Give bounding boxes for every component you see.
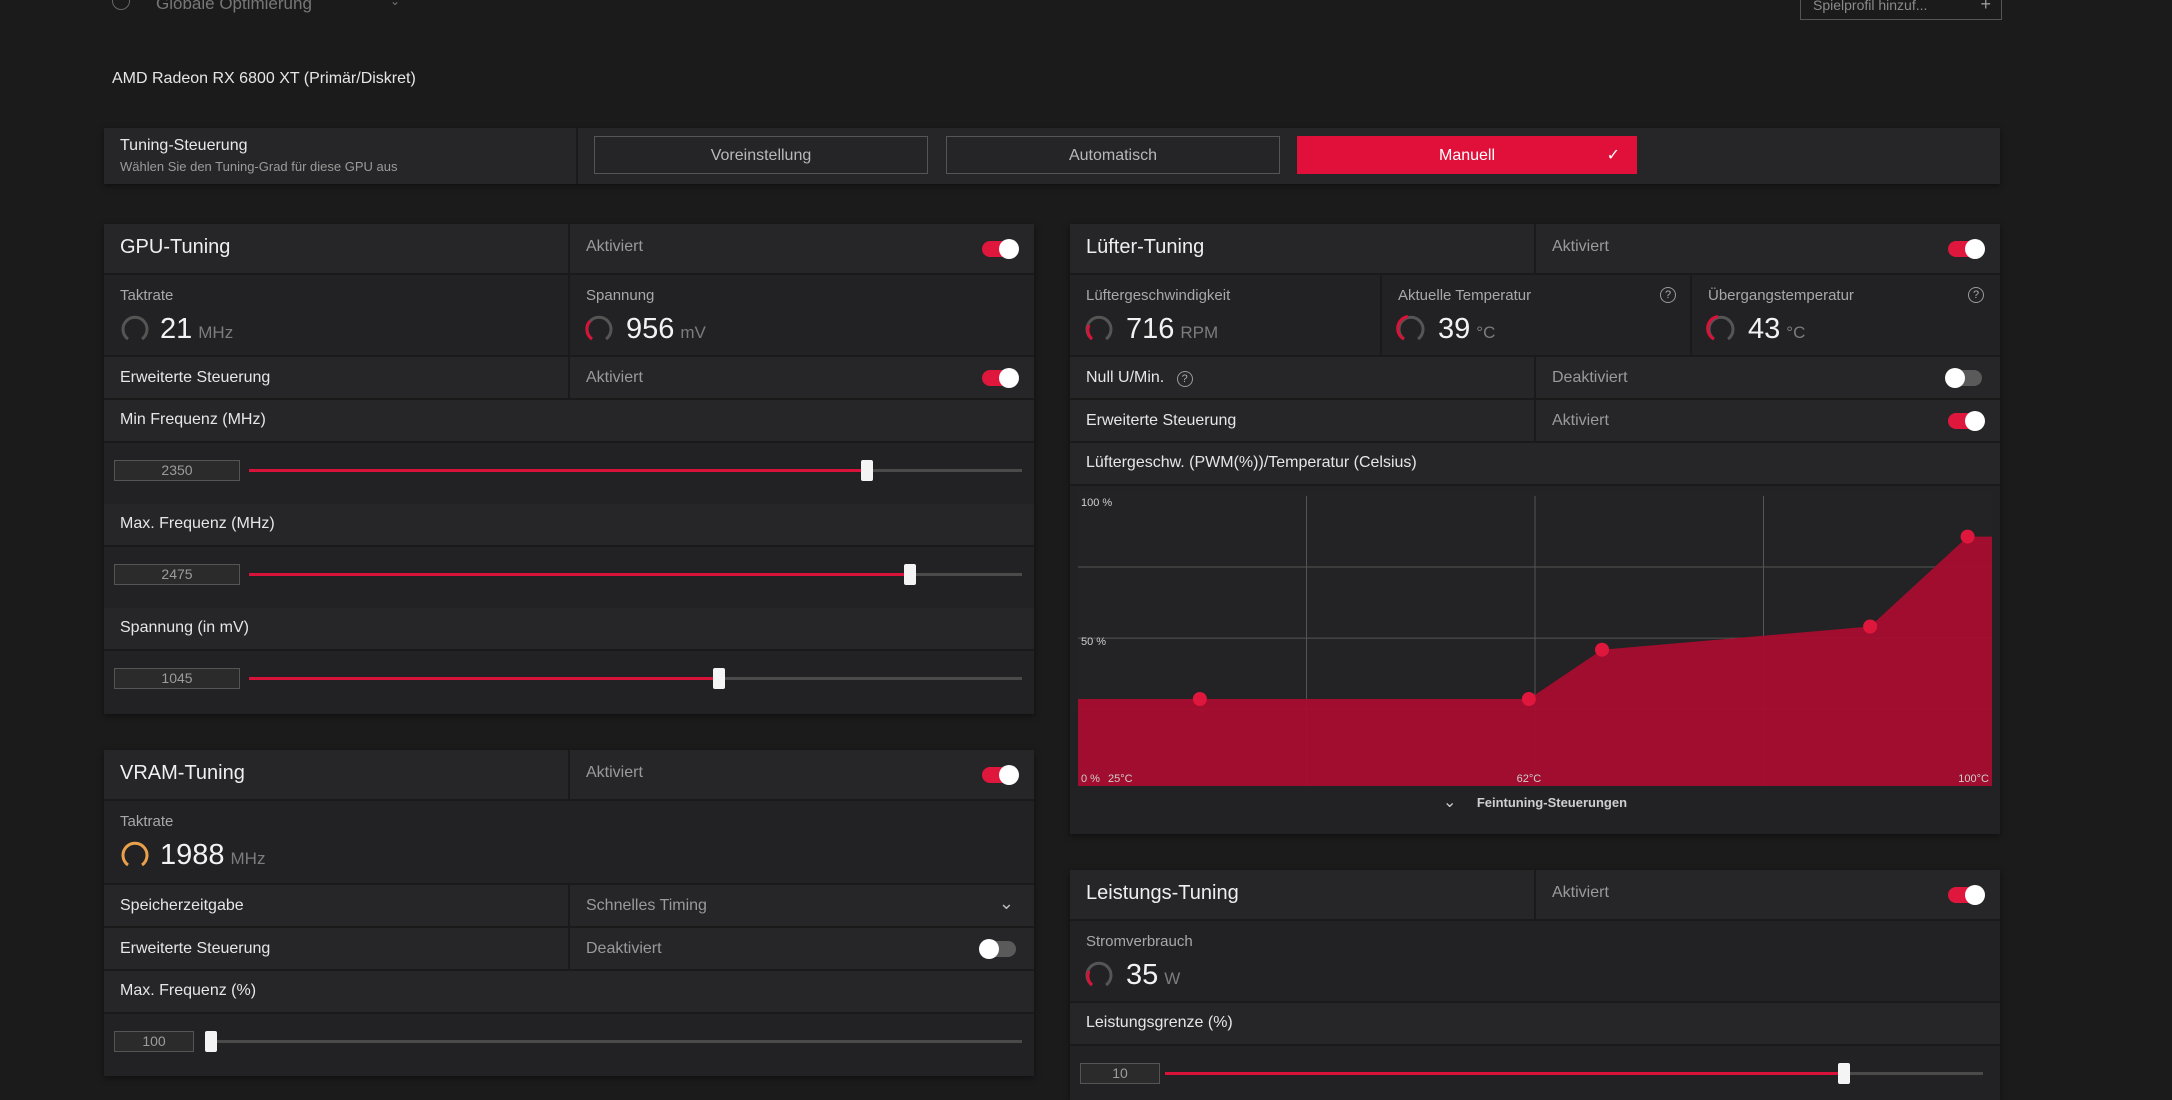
vram-clock-gauge-icon [121,841,149,867]
y-tick-label: 0 % [1081,773,1100,785]
curve-point [1192,692,1207,706]
preset-button[interactable]: Voreinstellung [594,136,928,174]
power-gauge-icon [1085,961,1113,987]
vram-clock-value: 1988 [160,839,225,871]
tuning-control-panel: Tuning-Steuerung Wählen Sie den Tuning-G… [104,128,2000,184]
fan-speed-value: 716 [1126,313,1175,345]
automatic-button[interactable]: Automatisch [946,136,1280,174]
curve-point [1960,529,1975,544]
junction-temp-gauge-icon [1706,315,1735,341]
y-tick-label: 50 % [1081,636,1106,648]
fan-advanced-toggle[interactable] [1948,411,1985,431]
max-frequency-label: Max. Frequenz (MHz) [120,515,275,532]
fan-curve-area [1078,536,1992,786]
vram-advanced-toggle[interactable] [979,939,1016,959]
fan-curve-chart[interactable]: 100 % 50 % 0 % 25°C 62°C 100°C [1078,490,1992,786]
help-icon[interactable]: ? [1176,371,1193,387]
vram-clock-label: Taktrate [120,813,174,830]
junction-temp-label: Übergangstemperatur [1708,287,1854,304]
vram-tuning-panel: VRAM-Tuning Aktiviert Taktrate 1988 MHz S… [104,750,1034,1076]
clock-gauge-icon [121,315,149,341]
power-value: 35 [1126,959,1159,991]
chevron-down-icon: ⌄ [1442,794,1457,811]
curve-point [1521,692,1536,706]
max-frequency-slider[interactable] [249,564,1022,585]
power-label: Stromverbrauch [1086,933,1193,950]
gpu-tuning-status: Aktiviert [586,238,643,255]
x-tick-label: 25°C [1108,773,1133,785]
curve-point [1863,619,1878,634]
chevron-down-icon: ⌄ [998,893,1014,913]
vram-max-frequency-input[interactable]: 100 [114,1031,194,1052]
help-icon[interactable]: ? [1660,287,1676,303]
tuning-control-title: Tuning-Steuerung [120,137,248,154]
top-bar: Globale Optimierung ⌄ Spielprofil hinzuf… [0,0,2172,20]
memory-timing-label: Speicherzeitgabe [120,897,244,914]
y-tick-label: 100 % [1081,497,1112,509]
current-temp-gauge-icon [1396,315,1425,341]
x-tick-label: 62°C [1517,773,1542,785]
help-icon[interactable]: ? [1968,287,1984,303]
vram-tuning-title: VRAM-Tuning [120,762,245,784]
vram-tuning-toggle[interactable] [982,765,1019,785]
max-frequency-input[interactable]: 2475 [114,564,240,585]
add-game-profile-button[interactable]: Spielprofil hinzuf... + [1800,0,2002,20]
clock-value: 21 [160,313,193,345]
vram-advanced-label: Erweiterte Steuerung [120,940,271,957]
junction-temp-value: 43 [1748,313,1781,345]
plus-icon: + [1980,0,1991,14]
device-name: AMD Radeon RX 6800 XT (Primär/Diskret) [112,70,416,87]
fan-tuning-panel: Lüfter-Tuning Aktiviert Lüftergeschwindi… [1070,224,2000,834]
profile-dropdown[interactable]: Globale Optimierung [156,0,312,13]
voltage-slider[interactable] [249,668,1022,689]
vram-max-frequency-slider[interactable] [205,1031,1022,1052]
fan-tuning-title: Lüfter-Tuning [1086,236,1205,258]
fine-tuning-toggle[interactable]: ⌄ Feintuning-Steuerungen [1442,794,1628,811]
power-tuning-toggle[interactable] [1948,885,1985,905]
fan-tuning-toggle[interactable] [1948,239,1985,259]
clock-label: Taktrate [120,287,174,304]
gpu-tuning-panel: GPU-Tuning Aktiviert Taktrate 21 MHz Span… [104,224,1034,714]
power-tuning-panel: Leistungs-Tuning Aktiviert Stromverbrauc… [1070,870,2000,1100]
fan-speed-gauge-icon [1085,315,1113,341]
gpu-tuning-toggle[interactable] [982,239,1019,259]
advanced-control-toggle[interactable] [982,368,1019,388]
memory-timing-dropdown[interactable]: Schnelles Timing ⌄ [568,885,1034,926]
fan-speed-label: Lüftergeschwindigkeit [1086,287,1231,304]
gpu-tuning-title: GPU-Tuning [120,236,231,258]
chevron-down-icon[interactable]: ⌄ [390,0,401,8]
power-limit-label: Leistungsgrenze (%) [1086,1014,1233,1031]
check-icon: ✓ [1606,147,1620,164]
voltage-slider-label: Spannung (in mV) [120,619,249,636]
voltage-input[interactable]: 1045 [114,668,240,689]
power-limit-slider[interactable] [1165,1063,1983,1084]
manual-button[interactable]: Manuell ✓ [1297,136,1637,174]
vram-max-frequency-label: Max. Frequenz (%) [120,982,257,999]
globe-icon [112,0,130,10]
min-frequency-slider[interactable] [249,460,1022,481]
zero-rpm-toggle[interactable] [1945,368,1982,388]
current-temp-label: Aktuelle Temperatur [1398,287,1532,304]
curve-point [1595,642,1610,657]
tuning-control-subtitle: Wählen Sie den Tuning-Grad für diese GPU… [120,159,398,174]
min-frequency-label: Min Frequenz (MHz) [120,411,266,428]
voltage-gauge-icon [585,315,613,341]
voltage-label: Spannung [586,287,655,304]
power-tuning-title: Leistungs-Tuning [1086,882,1239,904]
min-frequency-input[interactable]: 2350 [114,460,240,481]
x-tick-label: 100°C [1958,773,1989,785]
current-temp-value: 39 [1438,313,1471,345]
power-limit-input[interactable]: 10 [1080,1063,1160,1084]
advanced-control-label: Erweiterte Steuerung [120,369,271,386]
fan-advanced-label: Erweiterte Steuerung [1086,412,1237,429]
zero-rpm-label: Null U/Min. ? [1086,369,1193,387]
voltage-value: 956 [626,313,675,345]
fan-curve-title: Lüftergeschw. (PWM(%))/Temperatur (Celsi… [1086,454,1417,471]
